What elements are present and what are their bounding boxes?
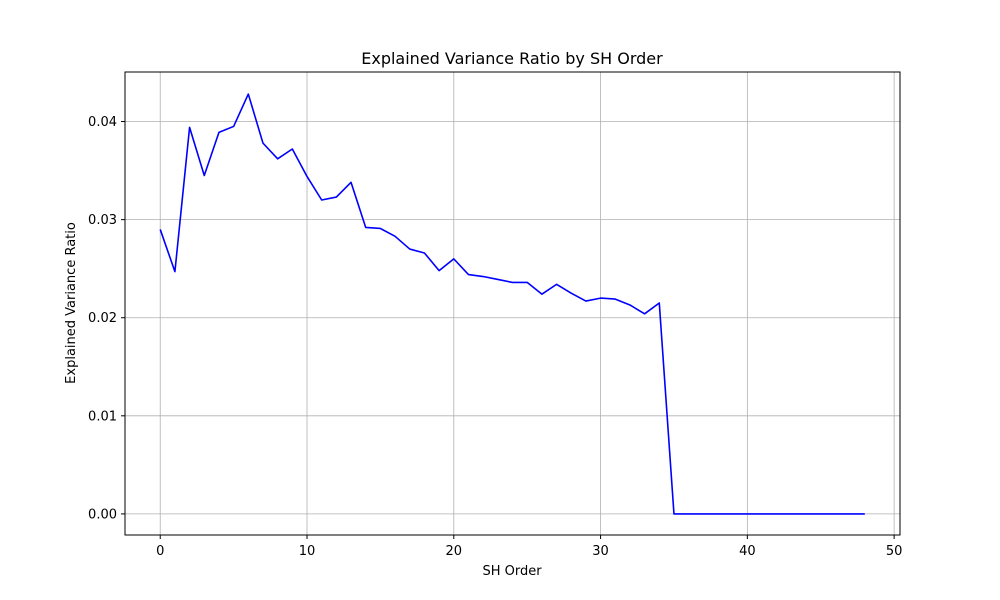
y-tick-label: 0.04 (88, 115, 117, 130)
x-tick-label: 50 (886, 544, 903, 559)
y-tick-label: 0.01 (88, 409, 117, 424)
plot-area: 0 10 20 30 40 50 0.00 0.01 0.02 0.03 0.04 (88, 71, 903, 559)
y-axis-label: Explained Variance Ratio (64, 222, 79, 384)
x-tick-label: 10 (299, 544, 316, 559)
y-tick-label: 0.02 (88, 311, 117, 326)
axes-frame (124, 71, 901, 536)
y-tick-label: 0.03 (88, 213, 117, 228)
x-tick-label: 30 (592, 544, 609, 559)
x-tick-label: 20 (446, 544, 463, 559)
x-axis-label: SH Order (482, 564, 542, 579)
x-tick-label: 40 (739, 544, 756, 559)
chart-title: Explained Variance Ratio by SH Order (361, 49, 663, 68)
series-line (159, 93, 865, 515)
y-tick-label: 0.00 (88, 507, 117, 522)
x-tick-label: 0 (156, 544, 164, 559)
